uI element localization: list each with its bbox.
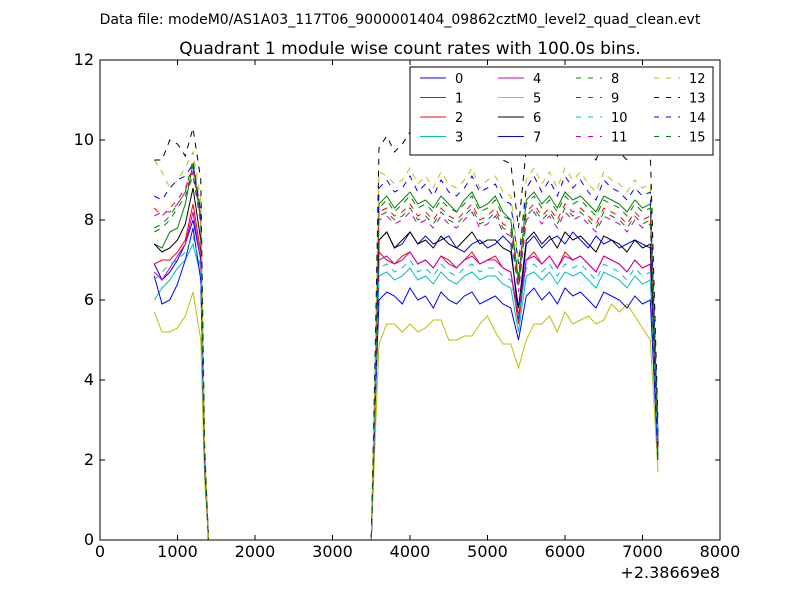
chart-title: Quadrant 1 module wise count rates with … bbox=[179, 39, 640, 59]
legend-label-5: 5 bbox=[533, 92, 541, 107]
y-tick-label: 8 bbox=[84, 210, 94, 229]
x-tick-label: 5000 bbox=[467, 542, 508, 561]
x-tick-label: 2000 bbox=[235, 542, 276, 561]
x-offset-label: +2.38669e8 bbox=[620, 563, 720, 582]
x-tick-label: 0 bbox=[95, 542, 105, 561]
series-line-2 bbox=[154, 203, 659, 540]
y-tick-label: 2 bbox=[84, 450, 94, 469]
legend-label-0: 0 bbox=[455, 72, 463, 87]
legend-label-12: 12 bbox=[689, 72, 706, 87]
legend-label-6: 6 bbox=[533, 111, 541, 126]
series-line-3 bbox=[153, 242, 659, 540]
series-line-14 bbox=[154, 162, 659, 540]
legend-label-3: 3 bbox=[455, 131, 463, 146]
series-line-13 bbox=[154, 127, 659, 540]
y-tick-label: 4 bbox=[84, 370, 94, 389]
x-tick-label: 6000 bbox=[545, 542, 586, 561]
legend-label-14: 14 bbox=[689, 111, 706, 126]
series-line-4 bbox=[153, 211, 659, 540]
series-line-6 bbox=[153, 187, 659, 540]
legend-label-15: 15 bbox=[689, 131, 706, 146]
legend-label-4: 4 bbox=[533, 72, 541, 87]
series-line-15 bbox=[154, 174, 659, 540]
y-tick-label: 10 bbox=[74, 130, 94, 149]
series-layer bbox=[153, 127, 659, 540]
y-tick-label: 12 bbox=[74, 50, 94, 69]
legend-label-13: 13 bbox=[689, 92, 706, 107]
y-tick-label: 0 bbox=[84, 530, 94, 549]
series-line-5 bbox=[153, 291, 659, 540]
series-line-11 bbox=[154, 170, 659, 540]
series-line-1 bbox=[154, 163, 659, 540]
series-line-8 bbox=[154, 159, 659, 540]
legend-box bbox=[409, 66, 714, 156]
x-tick-label: 4000 bbox=[390, 542, 431, 561]
x-tick-label: 3000 bbox=[312, 542, 353, 561]
legend-label-2: 2 bbox=[455, 111, 463, 126]
chart-suptitle: Data file: modeM0/AS1A03_117T06_90000014… bbox=[100, 12, 701, 28]
series-line-9 bbox=[153, 166, 659, 540]
legend-label-8: 8 bbox=[611, 72, 619, 87]
y-tick-label: 6 bbox=[84, 290, 94, 309]
legend-label-11: 11 bbox=[611, 131, 628, 146]
legend-label-7: 7 bbox=[533, 131, 541, 146]
x-tick-label: 7000 bbox=[622, 542, 663, 561]
series-line-0 bbox=[153, 219, 659, 540]
legend-label-9: 9 bbox=[611, 92, 619, 107]
legend-label-10: 10 bbox=[611, 111, 628, 126]
legend-label-1: 1 bbox=[455, 92, 463, 107]
series-line-7 bbox=[153, 227, 659, 540]
x-tick-label: 1000 bbox=[157, 542, 198, 561]
ticks-layer: 0 1000 2000 3000 4000 5000 6000 7000 80000246810… bbox=[74, 50, 741, 561]
series-line-10 bbox=[153, 234, 659, 540]
x-tick-label: 8000 bbox=[700, 542, 741, 561]
